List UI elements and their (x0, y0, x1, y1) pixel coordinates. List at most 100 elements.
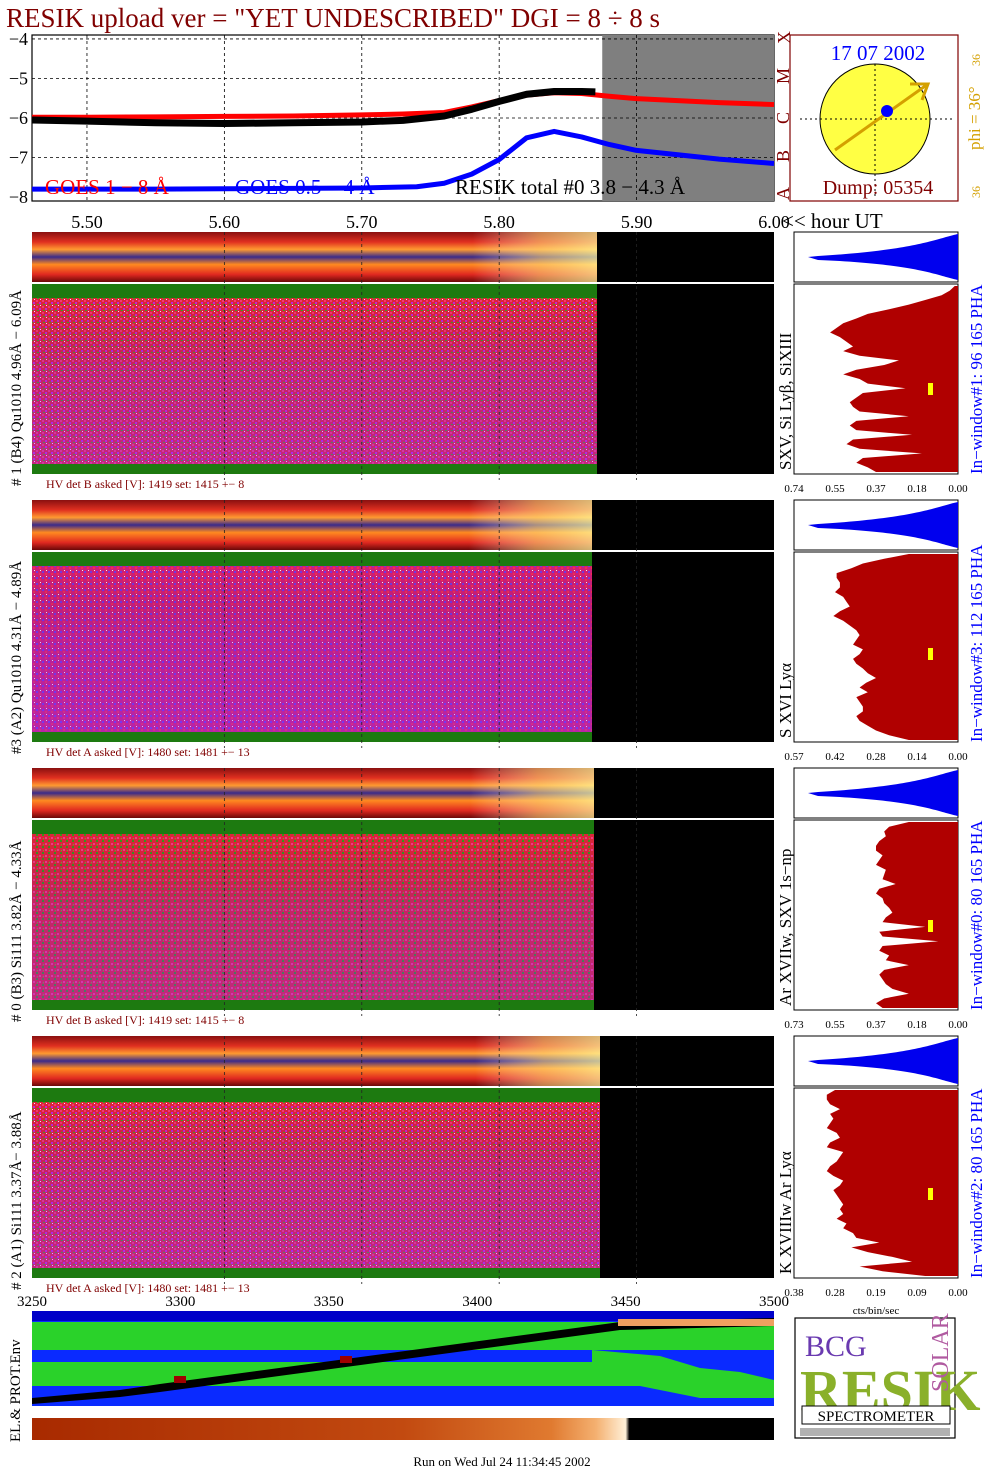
env-track-highlight (618, 1319, 774, 1326)
detector-panel: HV det A asked [V]: 1480 set: 1481 +− 13… (9, 499, 986, 763)
hv-status: HV det B asked [V]: 1419 set: 1415 +− 8 (46, 477, 244, 491)
env-band (592, 1350, 774, 1398)
dump-number: Dump: 05354 (823, 177, 934, 199)
env-tick-label: 3350 (314, 1294, 344, 1310)
pha-tick-label: 0.55 (825, 1019, 845, 1031)
goes-class-label: M (773, 68, 793, 84)
spectrogram-edge (32, 1000, 594, 1010)
window-label: In−window#0: 80 165 PHA (967, 820, 986, 1010)
spectrogram-edge (32, 284, 597, 298)
env-ylabel: EL.& PROT.Env (8, 1339, 24, 1442)
detector-panel: HV det B asked [V]: 1419 set: 1415 +− 8 #… (9, 231, 986, 495)
x-axis-unit: << hour UT (782, 209, 883, 233)
detector-panels: HV det B asked [V]: 1419 set: 1415 +− 8 #… (9, 231, 986, 1299)
pha-tick-label: 0.38 (784, 1287, 804, 1299)
y-tick-label: −5 (9, 68, 28, 88)
phi-arrow (834, 82, 929, 152)
band-strip-glow (32, 232, 597, 282)
environment-panel: 3250 3300 3350 3400 3450 3500 EL.& PROT.Env (8, 1294, 789, 1442)
line-label: Ar XVIIw, SXV 1s−np (776, 849, 795, 1006)
spectrum-histogram (830, 286, 958, 472)
y-tick-label: −6 (9, 108, 28, 128)
pha-tick-label: 0.57 (784, 751, 804, 763)
phi-tick: 36 (969, 186, 983, 198)
phi-label: phi = 36° (965, 86, 984, 150)
logo-fine-print (800, 1428, 950, 1436)
pha-tick-label: 0.14 (907, 751, 927, 763)
pha-unit: cts/bin/sec (853, 1305, 900, 1317)
spectrogram-edge (32, 1088, 600, 1102)
spectrum-histogram (876, 822, 958, 1008)
band-strip-glow (32, 500, 592, 550)
pha-tick-label: 0.00 (948, 483, 968, 495)
legend-goes-short: GOES 0.5 − 4 Å (235, 175, 375, 199)
pha-tick-label: 0.00 (948, 1019, 968, 1031)
env-tick-label: 3450 (611, 1294, 641, 1310)
spectrum-marker (928, 1188, 933, 1200)
x-tick-label: 5.70 (346, 212, 378, 232)
window-label: In−window#2: 80 165 PHA (967, 1088, 986, 1278)
goes-class-label: C (773, 112, 793, 124)
band-strip-glow (32, 1036, 600, 1086)
spectrogram-edge (32, 464, 597, 474)
window-label: In−window#3: 112 165 PHA (967, 544, 986, 742)
detector-panel: HV det B asked [V]: 1419 set: 1415 +− 8 #… (9, 767, 986, 1031)
spectrogram-overlay (32, 820, 594, 1010)
spectrogram-edge (32, 820, 594, 834)
legend-resik-total: RESIK total #0 3.8 − 4.3 Å (455, 175, 686, 199)
pha-tick-label: 0.28 (825, 1287, 845, 1299)
logo-top-letters: BCG (805, 1330, 867, 1363)
hv-status: HV det A asked [V]: 1480 set: 1481 +− 13 (46, 745, 250, 759)
goes-class-label: A (773, 187, 793, 200)
run-timestamp: Run on Wed Jul 24 11:34:45 2002 (413, 1454, 590, 1469)
spectrogram-edge (32, 552, 592, 566)
y-tick-label: −4 (9, 29, 28, 49)
hv-status: HV det B asked [V]: 1419 set: 1415 +− 8 (46, 1013, 244, 1027)
pha-tick-label: 0.74 (784, 483, 804, 495)
panel-ylabel: # 1 (B4) Qu1010 4.96Å − 6.09Å (9, 290, 25, 486)
flare-location (881, 105, 893, 117)
series-line (31, 88, 596, 128)
env-tick-label: 3250 (17, 1294, 47, 1310)
pha-tick-label: 0.73 (784, 1019, 804, 1031)
env-marker (340, 1356, 352, 1363)
pha-tick-label: 0.18 (907, 483, 927, 495)
pha-tick-label: 0.19 (866, 1287, 886, 1299)
pha-histogram (808, 502, 958, 548)
x-tick-label: 5.80 (483, 212, 515, 232)
logo-banner (801, 1405, 951, 1425)
env-tick-label: 3300 (165, 1294, 195, 1310)
series-line (32, 128, 775, 192)
panel-ylabel: # 2 (A1) Si111 3.37Å− 3.88Å (9, 1111, 25, 1290)
pha-histogram (808, 234, 958, 280)
pha-tick-label: 0.00 (948, 1287, 968, 1299)
detector-panel: HV det A asked [V]: 1480 set: 1481 +− 13… (9, 1035, 986, 1299)
spectrogram-overlay (32, 284, 597, 474)
pha-histogram (808, 1038, 958, 1084)
y-tick-label: −7 (9, 148, 28, 168)
env-marker (174, 1376, 186, 1383)
x-tick-label: 6.00 (758, 212, 790, 232)
pha-tick-label: 0.18 (907, 1019, 927, 1031)
spectrum-marker (928, 383, 933, 395)
spectrum-marker (928, 648, 933, 660)
line-label: SXV, Si Lyβ, SiXIII (776, 332, 795, 470)
spectrum-histogram (826, 1090, 958, 1276)
band-strip-glow (32, 768, 594, 818)
pha-histogram (808, 770, 958, 816)
window-label: In−window#1: 96 165 PHA (967, 284, 986, 474)
lightcurve-panel: −4 −5 −6 −7 −8 X M C B A GOES 1 − 8 Å GO… (9, 29, 883, 233)
x-tick-label: 5.60 (209, 212, 241, 232)
bcs-resik-logo: BCG RESIK SOLAR SPECTROMETER (794, 1313, 981, 1439)
phi-tick: 36 (969, 54, 983, 66)
lightcurve-series (31, 88, 775, 192)
line-label: S XVI Lyα (776, 663, 795, 738)
spectrum-marker (928, 920, 933, 932)
pha-tick-label: 0.00 (948, 751, 968, 763)
sun-panel: 17 07 2002 Dump: 05354 phi = 36° 36 36 (789, 34, 984, 202)
spectrogram-edge (32, 1268, 600, 1278)
spectrogram-overlay (32, 552, 592, 742)
y-tick-label: −8 (9, 187, 28, 207)
observation-date: 17 07 2002 (831, 41, 926, 65)
